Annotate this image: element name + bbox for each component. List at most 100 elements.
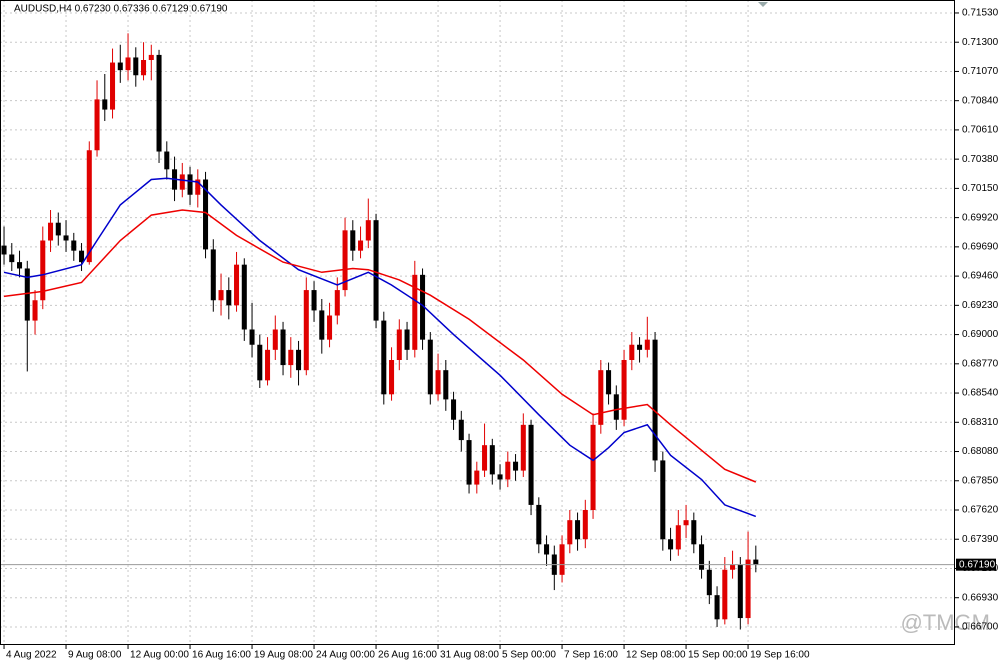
x-tick-label: 5 Sep 00:00 [502,650,556,661]
shift-marker [758,2,768,7]
candle-body [187,174,193,195]
candle-body [32,300,38,321]
candle-body [79,250,85,263]
x-tick-label: 15 Sep 00:00 [688,650,748,661]
candle-body [210,249,216,301]
candle-body [249,329,255,345]
candle-body [528,424,534,505]
candle-body [668,539,674,550]
candle-body [435,370,441,395]
candle-body [536,504,542,545]
candle-body [652,339,658,461]
candle-body [311,290,317,311]
x-tick-label: 7 Sep 16:00 [564,650,618,661]
y-tick-label: 0.68770 [962,358,999,369]
y-tick-label: 0.71070 [962,66,999,77]
watermark: @TMGM [900,610,990,635]
candle-body [257,344,263,381]
candle-body [218,290,224,301]
candle-body [737,564,743,619]
candle-body [474,470,480,485]
candle-body [303,290,309,371]
candle-body [443,370,449,400]
candle-body [412,274,418,350]
candle-body [404,329,410,350]
candle-body [559,544,565,575]
candle-body [296,349,302,371]
x-tick-label: 19 Aug 08:00 [254,650,313,661]
candle-body [280,329,286,366]
plot-frame [0,0,955,645]
candle-body [466,440,472,485]
candle-body [125,57,131,71]
x-tick-label: 9 Aug 08:00 [68,650,122,661]
candle-body [203,179,209,250]
candle-body [373,220,379,321]
candle-body [629,344,635,360]
candle-body [582,510,588,540]
x-tick-label: 4 Aug 2022 [6,650,57,661]
y-tick-label: 0.71530 [962,8,999,19]
candle-body [544,544,550,555]
candle-body [288,349,294,366]
y-tick-label: 0.67850 [962,475,999,486]
candle-body [241,264,247,330]
candle-body [1,245,7,255]
x-tick-label: 31 Aug 08:00 [440,650,499,661]
candle-body [40,240,46,301]
y-tick-label: 0.69920 [962,212,999,223]
x-tick-label: 24 Aug 00:00 [316,650,375,661]
candle-body [110,62,116,110]
candle-body [117,62,123,71]
candle-body [48,222,54,241]
moving-average-line [3,209,757,483]
candle-body [164,151,170,170]
candle-body [660,460,666,540]
y-tick-label: 0.70610 [962,125,999,136]
y-tick-label: 0.69230 [962,300,999,311]
candle-body [365,220,371,241]
candle-body [265,349,271,381]
candle-body [497,474,503,480]
marks [0,33,955,630]
candle-body [505,461,511,480]
y-tick-label: 0.70150 [962,183,999,194]
candle-body [745,559,751,619]
candle-body [427,339,433,395]
moving-average-line [3,177,757,518]
candle-body [482,445,488,471]
y-tick-label: 0.66930 [962,592,999,603]
candle-body [730,564,736,570]
y-tick-label: 0.70380 [962,154,999,165]
candle-body [226,290,232,306]
candle-body [272,329,278,350]
candle-body [598,370,604,425]
candle-body [102,99,108,110]
candle-body [575,520,581,540]
y-tick-label: 0.67620 [962,505,999,516]
candle-body [420,274,426,340]
candle-body [86,150,92,263]
candle-body [699,544,705,570]
y-tick-label: 0.71300 [962,37,999,48]
candle-body [621,360,627,420]
candle-body [17,262,23,269]
candle-body [381,320,387,395]
candle-body [396,329,402,360]
y-tick-label: 0.69460 [962,271,999,282]
candle-body [156,54,162,152]
candle-body [644,339,650,350]
grid [0,0,955,645]
candle-body [358,240,364,251]
y-tick-label: 0.68080 [962,446,999,457]
candle-body [590,424,596,510]
y-tick-label: 0.68310 [962,417,999,428]
candle-body [24,268,30,321]
y-tick-label: 0.68540 [962,388,999,399]
candle-body [613,394,619,420]
candle-body [683,520,689,526]
candle-body [691,520,697,545]
candle-body [722,569,728,620]
candle-body [9,254,15,263]
